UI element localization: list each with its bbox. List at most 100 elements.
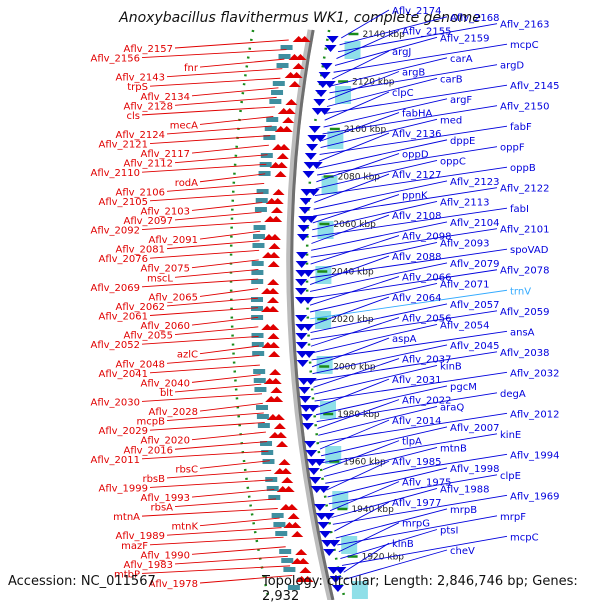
plus-strand-gene: [305, 450, 318, 457]
kbp-tick-label: 2000 kbp: [333, 363, 376, 373]
left-gene-label: Aflv_2052: [90, 340, 140, 351]
cog-track-feature: [251, 261, 264, 266]
plus-strand-gene: [296, 252, 309, 259]
left-gene-label: Aflv_2110: [90, 168, 140, 179]
left-label-leader: [191, 259, 259, 269]
left-gene-label: Aflv_2128: [123, 101, 173, 112]
right-label-leader: [332, 494, 508, 525]
minus-strand-gene: [274, 126, 287, 132]
right-gene-label: oppB: [510, 163, 536, 174]
right-label-leader: [323, 98, 448, 128]
minus-strand-gene: [262, 252, 275, 258]
right-gene-label: pgcM: [450, 382, 477, 393]
left-label-leader: [166, 469, 272, 479]
right-label-leader: [309, 255, 390, 286]
left-label-leader: [141, 565, 291, 574]
left-gene-label: blt: [160, 388, 173, 399]
cog-track-feature: [335, 86, 352, 104]
left-gene-label: Aflv_2060: [140, 321, 190, 332]
right-label-leader: [310, 228, 498, 258]
minus-strand-gene: [295, 549, 308, 555]
cog-track-feature: [276, 63, 289, 68]
minus-strand-gene: [270, 387, 283, 393]
kbp-tick-label: 2080 kbp: [338, 173, 381, 183]
right-gene-label: Aflv_1975: [402, 478, 452, 489]
right-label-leader: [318, 132, 390, 162]
left-gene-label: azlC: [177, 350, 198, 361]
right-label-leader: [340, 529, 438, 560]
cog-track-feature: [251, 333, 264, 338]
right-gene-label: aspA: [392, 334, 417, 345]
left-gene-label: Aflv_2157: [123, 44, 173, 55]
right-label-leader: [330, 57, 448, 87]
right-gene-label: Aflv_2057: [450, 300, 500, 311]
right-gene-label: Aflv_2037: [402, 355, 452, 366]
left-label-leader: [141, 508, 278, 517]
left-label-leader: [191, 488, 275, 498]
right-gene-label: mrpF: [500, 512, 526, 523]
right-label-leader: [311, 214, 390, 244]
plus-strand-gene: [323, 81, 336, 88]
left-gene-label: Aflv_2143: [115, 73, 165, 84]
left-gene-label: Aflv_2081: [115, 245, 165, 256]
right-gene-label: Aflv_1969: [510, 491, 560, 502]
right-gene-label: Aflv_2145: [510, 81, 560, 92]
right-gene-label: Aflv_2127: [392, 170, 442, 181]
cog-track-feature: [263, 135, 276, 140]
cog-track-feature: [325, 446, 342, 464]
left-label-leader: [191, 546, 286, 555]
minus-strand-gene: [287, 513, 300, 519]
right-gene-label: Aflv_2163: [500, 20, 550, 31]
right-gene-label: carB: [440, 74, 463, 85]
right-gene-label: spoVAD: [510, 245, 549, 256]
right-gene-label: carA: [450, 54, 473, 65]
plus-strand-gene: [317, 522, 330, 529]
kbp-tick-label: 2020 kbp: [331, 315, 374, 325]
right-gene-label: Aflv_2059: [500, 307, 550, 318]
right-label-leader: [335, 508, 448, 539]
left-label-leader: [141, 335, 259, 345]
right-label-leader: [328, 71, 400, 101]
left-label-leader: [166, 527, 282, 536]
plus-strand-gene: [299, 198, 312, 205]
plus-strand-gene: [318, 72, 331, 79]
left-gene-label: cls: [127, 111, 141, 122]
right-label-leader: [310, 310, 498, 340]
minus-strand-gene: [261, 342, 274, 348]
right-gene-label: cheV: [450, 546, 475, 557]
left-label-leader: [149, 536, 284, 546]
cog-track-feature: [273, 522, 286, 527]
cog-track-feature: [275, 531, 288, 536]
left-label-leader: [141, 393, 263, 402]
left-label-leader: [199, 460, 270, 469]
minus-strand-gene: [268, 243, 281, 249]
left-label-leader: [141, 450, 269, 460]
left-label-leader: [174, 383, 262, 393]
minus-strand-gene: [288, 81, 301, 87]
cog-track-feature: [252, 234, 265, 239]
plus-strand-gene: [313, 99, 326, 106]
kbp-tick-label: 2100 kbp: [344, 125, 387, 135]
right-gene-label: mcpC: [510, 40, 539, 51]
right-label-leader: [314, 371, 508, 402]
cog-track-feature: [272, 81, 285, 86]
right-gene-label: Aflv_2159: [440, 33, 490, 44]
right-gene-label: Aflv_2136: [392, 129, 442, 140]
right-label-leader: [331, 50, 390, 80]
right-gene-label: mrpB: [450, 505, 477, 516]
right-label-leader: [319, 412, 508, 443]
right-gene-label: Aflv_2108: [392, 211, 442, 222]
left-label-leader: [141, 106, 275, 116]
left-gene-label: Aflv_2091: [148, 235, 198, 246]
cog-track-feature: [278, 54, 291, 59]
left-gene-label: trpS: [127, 82, 148, 93]
cog-track-feature: [254, 207, 267, 212]
left-label-leader: [199, 574, 293, 584]
backbone-line: [290, 29, 335, 600]
right-gene-label: ppnK: [402, 191, 428, 202]
plus-strand-gene: [302, 171, 315, 178]
right-gene-label: Aflv_2101: [500, 225, 550, 236]
cog-track-feature: [280, 45, 293, 50]
left-gene-label: Aflv_2075: [140, 264, 190, 275]
